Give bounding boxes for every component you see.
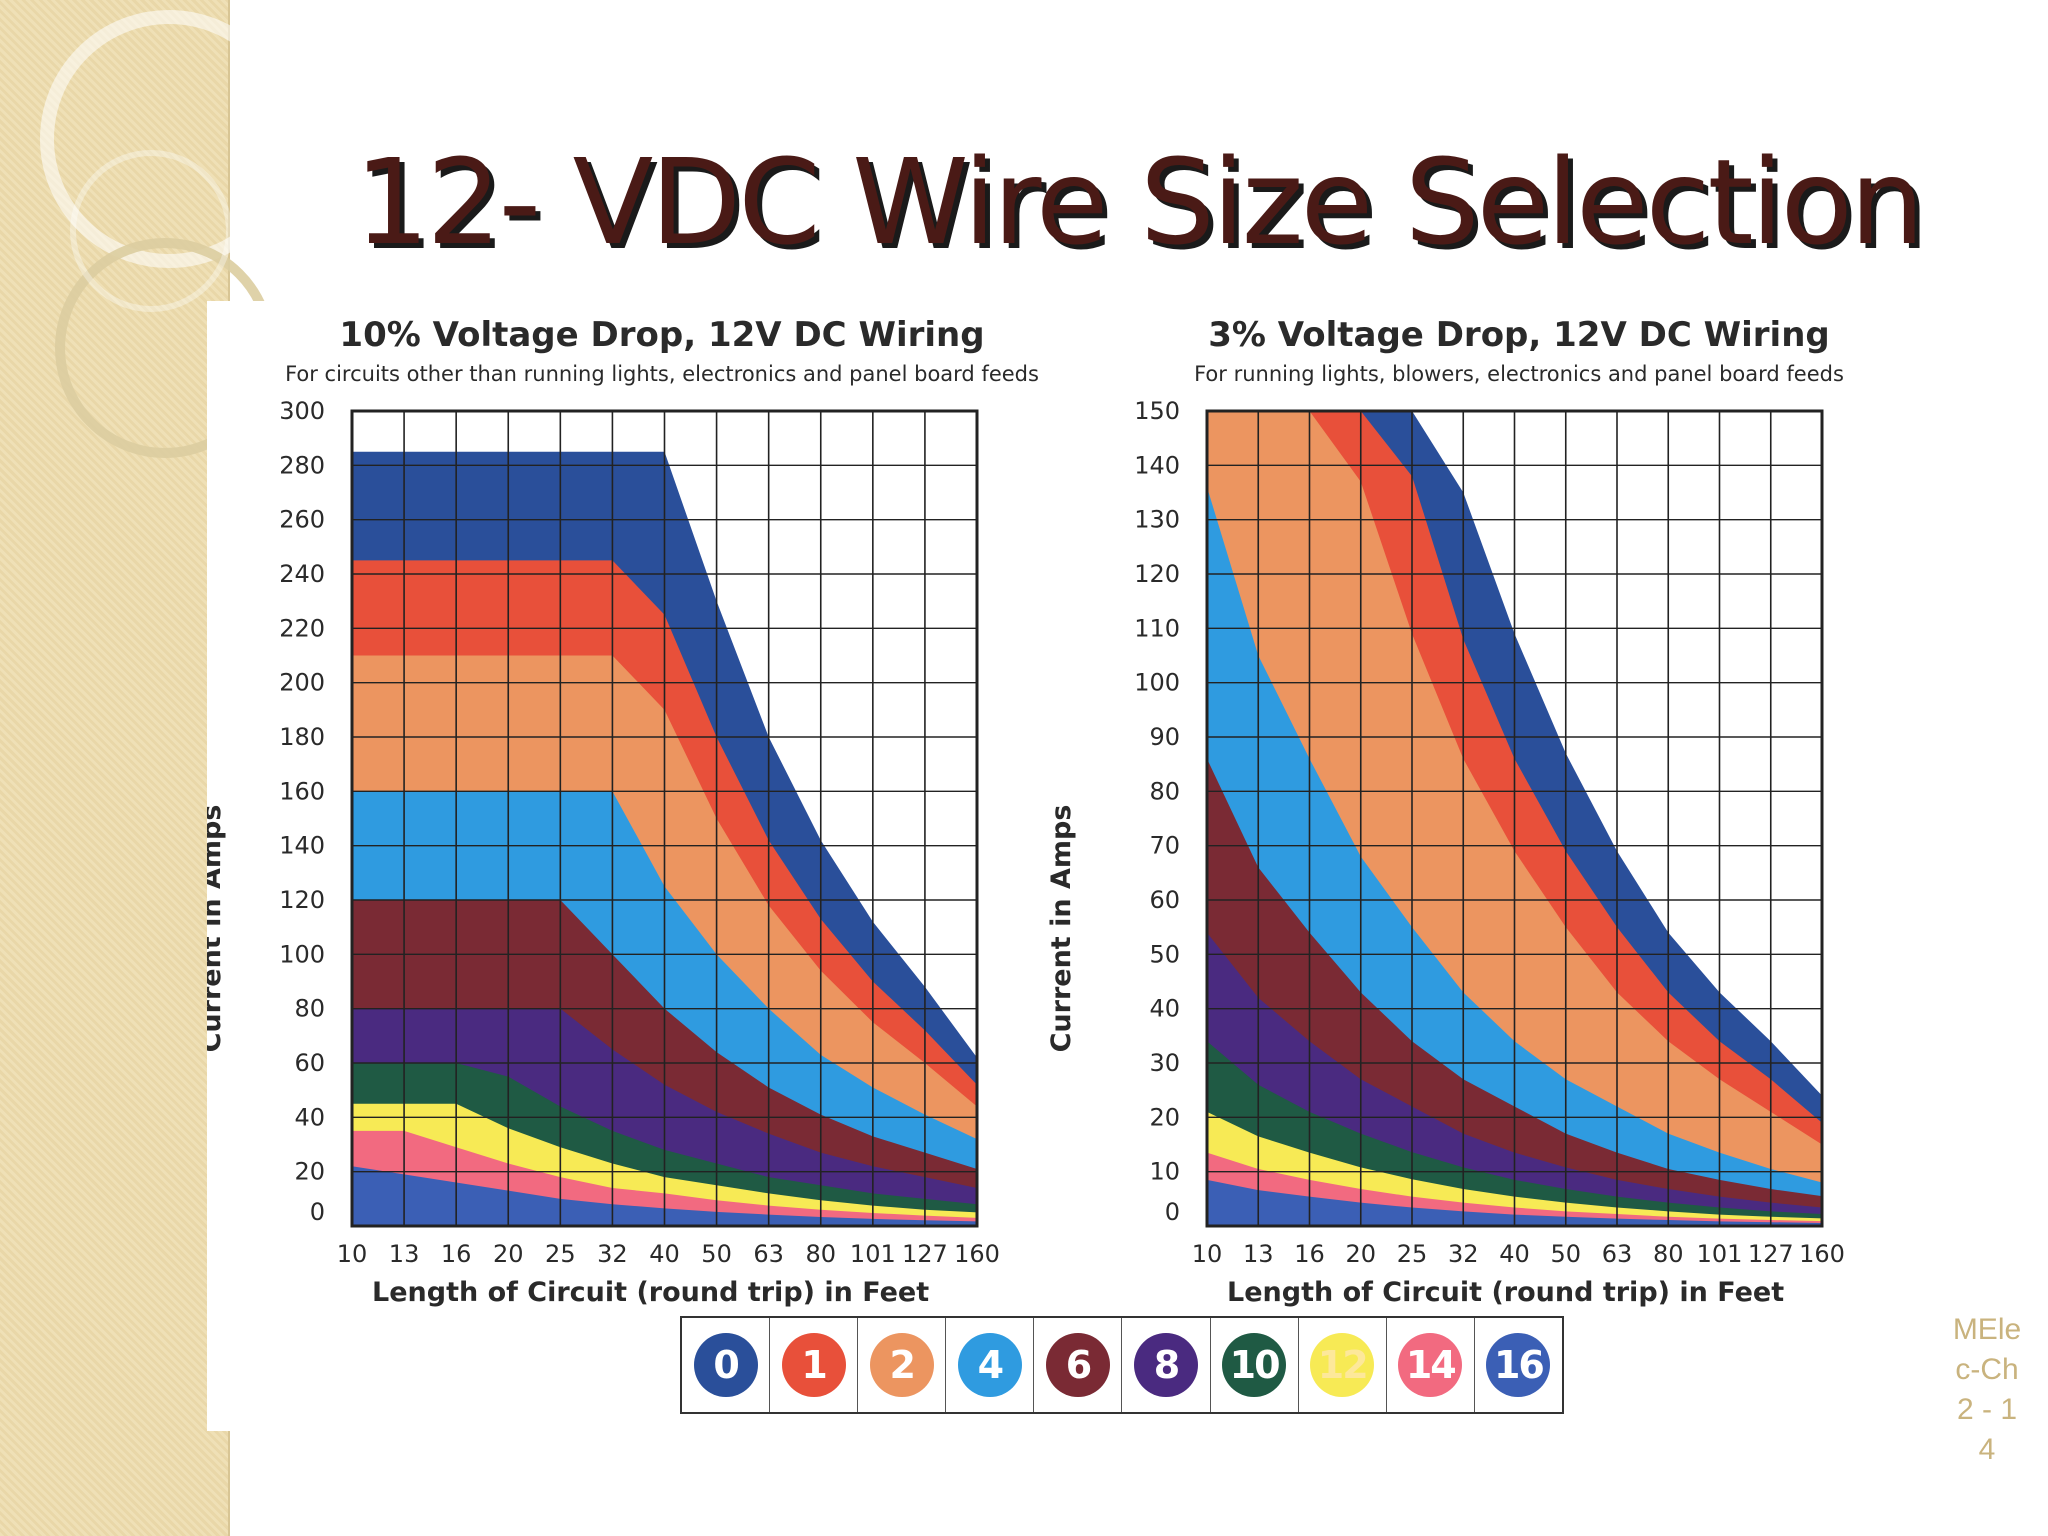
x-tick-label: 20 (1345, 1240, 1376, 1268)
x-tick-label: 80 (1653, 1240, 1684, 1268)
y-tick-label: 260 (279, 506, 325, 534)
legend-badge: 8 (1134, 1333, 1199, 1397)
chart-panel: 10% Voltage Drop, 12V DC Wiring For circu… (207, 301, 1847, 1431)
x-tick-label: 101 (1697, 1240, 1743, 1268)
legend-badge: 14 (1398, 1333, 1463, 1397)
chart-title: 3% Voltage Drop, 12V DC Wiring (1208, 315, 1830, 355)
x-tick-label: 10 (337, 1240, 368, 1268)
y-tick-label: 80 (1149, 777, 1180, 805)
legend-badge: 4 (957, 1333, 1022, 1397)
y-tick-label: 60 (294, 1049, 325, 1077)
y-tick-label: 200 (279, 669, 325, 697)
legend-item-gauge-16: 16 (1475, 1318, 1562, 1412)
y-tick-label: 300 (279, 397, 325, 425)
x-tick-label: 13 (1243, 1240, 1274, 1268)
x-tick-label: 16 (1294, 1240, 1325, 1268)
legend-item-gauge-2: 2 (858, 1318, 947, 1412)
legend-badge: 10 (1222, 1333, 1287, 1397)
y-tick-label: 160 (279, 777, 325, 805)
x-tick-label: 160 (954, 1240, 1000, 1268)
x-tick-label: 13 (389, 1240, 420, 1268)
y-axis-label: Current in Amps (207, 805, 227, 1053)
y-tick-label: 80 (294, 995, 325, 1023)
y-tick-label: 20 (1149, 1103, 1180, 1131)
legend-badge: 16 (1486, 1333, 1551, 1397)
x-tick-label: 40 (1499, 1240, 1530, 1268)
legend-badge: 1 (781, 1333, 846, 1397)
x-tick-label: 50 (701, 1240, 732, 1268)
decorative-side-band (0, 0, 298, 1536)
y-tick-label: 100 (1134, 669, 1180, 697)
y-tick-label: 100 (279, 940, 325, 968)
y-tick-label: 130 (1134, 506, 1180, 534)
y-tick-label: 140 (1134, 451, 1180, 479)
x-tick-label: 32 (1448, 1240, 1479, 1268)
legend-badge: 0 (693, 1333, 758, 1397)
chart-title: 10% Voltage Drop, 12V DC Wiring (339, 315, 984, 355)
x-tick-label: 127 (1748, 1240, 1794, 1268)
legend-item-gauge-6: 6 (1034, 1318, 1123, 1412)
y-tick-label: 120 (279, 886, 325, 914)
x-tick-label: 160 (1799, 1240, 1845, 1268)
slide-title: 12- VDC Wire Size Selection (354, 133, 1924, 271)
y-tick-label: 30 (1149, 1049, 1180, 1077)
x-tick-label: 63 (753, 1240, 784, 1268)
y-tick-label: 20 (294, 1158, 325, 1186)
x-tick-label: 40 (649, 1240, 680, 1268)
x-tick-label: 25 (545, 1240, 576, 1268)
decorative-ring-small (70, 150, 232, 312)
y-tick-label: 110 (1134, 614, 1180, 642)
y-tick-label: 90 (1149, 723, 1180, 751)
chart-1 (350, 409, 979, 1228)
legend-item-gauge-14: 14 (1387, 1318, 1475, 1412)
x-tick-label: 32 (597, 1240, 628, 1268)
legend-item-gauge-4: 4 (946, 1318, 1035, 1412)
x-tick-label: 20 (493, 1240, 524, 1268)
y-tick-label: 240 (279, 560, 325, 588)
y-tick-label: 280 (279, 451, 325, 479)
legend-badge: 12 (1310, 1333, 1375, 1397)
slide-number: MElec-Ch 2 - 14 (1952, 1313, 2022, 1466)
legend-item-gauge-0: 0 (682, 1318, 771, 1412)
y-tick-label: 50 (1149, 940, 1180, 968)
y-tick-label: 120 (1134, 560, 1180, 588)
y-tick-label: 180 (279, 723, 325, 751)
y-tick-label: 40 (1149, 995, 1180, 1023)
x-tick-label: 10 (1192, 1240, 1223, 1268)
y-tick-label: 0 (1165, 1198, 1180, 1226)
x-tick-label: 80 (805, 1240, 836, 1268)
wire-gauge-legend: 0 1 2 4 6 8 10 12 14 16 (680, 1316, 1564, 1414)
legend-item-gauge-12: 12 (1299, 1318, 1387, 1412)
chart-subtitle: For running lights, blowers, electronics… (1194, 362, 1844, 386)
x-tick-label: 16 (441, 1240, 472, 1268)
y-axis-label: Current in Amps (1046, 805, 1077, 1053)
x-axis-label: Length of Circuit (round trip) in Feet (1227, 1277, 1784, 1308)
y-tick-label: 40 (294, 1103, 325, 1131)
chart-2 (1205, 409, 1824, 1228)
y-tick-label: 220 (279, 614, 325, 642)
legend-item-gauge-10: 10 (1211, 1318, 1299, 1412)
y-tick-label: 10 (1149, 1158, 1180, 1186)
y-tick-label: 140 (279, 832, 325, 860)
legend-badge: 2 (869, 1333, 934, 1397)
x-tick-label: 127 (902, 1240, 948, 1268)
legend-item-gauge-8: 8 (1122, 1318, 1211, 1412)
x-axis-label: Length of Circuit (round trip) in Feet (372, 1277, 929, 1308)
x-tick-label: 63 (1602, 1240, 1633, 1268)
x-tick-label: 101 (850, 1240, 896, 1268)
legend-badge: 6 (1045, 1333, 1110, 1397)
wire-size-charts: 10% Voltage Drop, 12V DC Wiring For circu… (207, 315, 1845, 1308)
y-tick-label: 60 (1149, 886, 1180, 914)
y-tick-label: 150 (1134, 397, 1180, 425)
y-tick-label: 70 (1149, 832, 1180, 860)
legend-item-gauge-1: 1 (770, 1318, 859, 1412)
chart-subtitle: For circuits other than running lights, … (285, 362, 1039, 386)
x-tick-label: 50 (1550, 1240, 1581, 1268)
y-tick-label: 0 (310, 1198, 325, 1226)
x-tick-label: 25 (1397, 1240, 1428, 1268)
